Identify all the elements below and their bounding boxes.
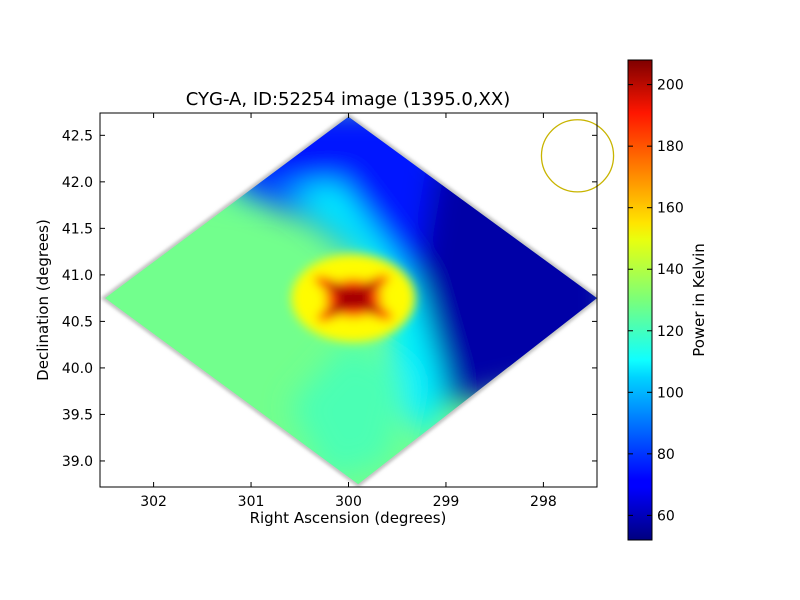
x-tick-label: 301 [238,494,265,510]
y-tick-label: 39.5 [62,407,93,423]
y-tick-label: 39.0 [62,454,93,470]
source-ridge-b [326,283,380,313]
colorbar-ticks: 60 80 100 120 140 160 180 200 [628,78,684,524]
x-axis-ticks: 302 301 300 299 298 [140,113,557,510]
colorbar: 60 80 100 120 140 160 180 200 Power in Kelvin [627,59,708,541]
y-tick-label: 40.5 [62,314,93,330]
y-tick-label: 41.5 [62,221,93,237]
plot-area [100,113,597,487]
x-axis-label: Right Ascension (degrees) [250,509,447,527]
colorbar-tick-label: 100 [657,385,684,401]
colorbar-tick-label: 180 [657,139,684,155]
x-tick-label: 299 [433,494,460,510]
colorbar-tick-label: 140 [657,262,684,278]
heatmap-field [100,113,597,487]
transition-band [192,181,446,443]
x-tick-label: 300 [335,494,362,510]
y-axis-ticks: 39.0 39.5 40.0 40.5 41.0 41.5 42.0 42.5 [62,128,597,470]
footprint-body [104,116,597,485]
colorbar-label: Power in Kelvin [690,243,708,357]
south-region [290,340,407,480]
colorbar-tick-label: 120 [657,324,684,340]
colorbar-tick-label: 160 [657,201,684,217]
colorbar-tick-label: 60 [657,508,675,524]
colorbar-frame [627,59,653,541]
y-axis-label: Declination (degrees) [34,219,52,381]
colorbar-tick-label: 80 [657,447,675,463]
colorbar-tick-label: 200 [657,78,684,94]
x-tick-label: 302 [140,494,167,510]
chart-title: CYG-A, ID:52254 image (1395.0,XX) [186,89,510,110]
colorbar-gradient [628,60,652,540]
x-tick-label: 298 [530,494,557,510]
y-tick-label: 41.0 [62,268,93,284]
source-glow [291,254,416,343]
y-tick-label: 42.5 [62,128,93,144]
beam-circle [540,119,615,193]
y-tick-label: 42.0 [62,175,93,191]
y-tick-label: 40.0 [62,361,93,377]
